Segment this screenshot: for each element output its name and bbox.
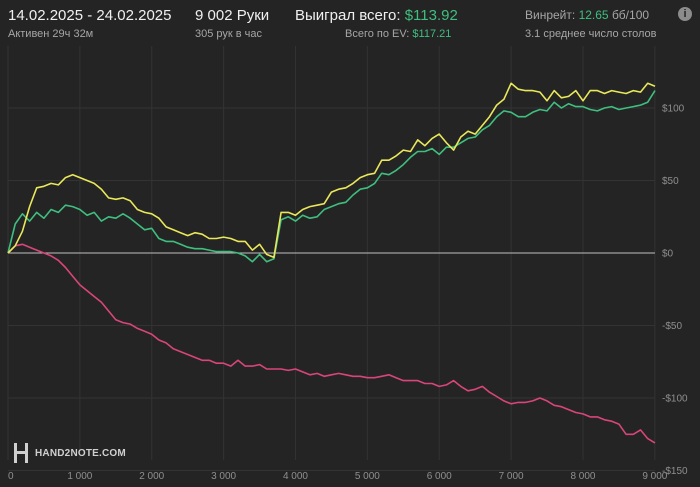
winrate-value: 12.65 [578, 8, 609, 22]
won-value: $113.92 [404, 7, 458, 24]
hand2note-logo: HAND2NOTE.COM [14, 442, 126, 464]
y-tick-label: -$100 [662, 394, 688, 405]
ev-total: Всего по EV: $117.21 [345, 28, 451, 40]
x-tick-label: 9 000 [642, 471, 667, 482]
x-tick-label: 8 000 [570, 471, 595, 482]
logo-text: HAND2NOTE.COM [35, 447, 126, 459]
x-tick-label: 2 000 [139, 471, 164, 482]
series-line-won [7, 90, 656, 263]
y-tick-label: $100 [662, 104, 685, 115]
y-tick-label: -$150 [662, 466, 688, 477]
avg-tables: 3.1 среднее число столов [525, 28, 657, 40]
ev-label: Всего по EV: [345, 28, 410, 40]
logo-icon [14, 443, 30, 463]
y-tick-label: -$50 [662, 321, 682, 332]
x-tick-label: 0 [8, 471, 14, 482]
x-tick-label: 4 000 [283, 471, 308, 482]
y-tick-label: $50 [662, 176, 679, 187]
info-icon[interactable]: i [678, 7, 692, 21]
winrate: Винрейт: 12.65 бб/100 [525, 8, 649, 22]
x-axis-ticks: 0 1 000 2 000 3 000 4 000 5 000 6 000 7 000 8 00… [8, 471, 668, 482]
x-tick-label: 5 000 [355, 471, 380, 482]
series-lines [7, 82, 656, 444]
series-line-ev [7, 82, 656, 259]
winrate-label: Винрейт: [525, 8, 576, 22]
y-axis-ticks: $100 $50 $0 -$50 -$100 -$150 [662, 104, 688, 478]
summary-header: 14.02.2025 - 24.02.2025 Активен 29ч 32м … [0, 0, 700, 46]
x-tick-label: 3 000 [211, 471, 236, 482]
date-range: 14.02.2025 - 24.02.2025 [8, 7, 172, 24]
active-time: Активен 29ч 32м [8, 28, 94, 40]
series-line-showdown [7, 243, 656, 444]
x-tick-label: 7 000 [499, 471, 524, 482]
hands-count: 9 002 Руки [195, 7, 270, 24]
hands-per-hour: 305 рук в час [195, 28, 263, 40]
y-tick-label: $0 [662, 249, 674, 260]
x-tick-label: 1 000 [67, 471, 92, 482]
won-label: Выиграл всего: [295, 7, 401, 24]
ev-value: $117.21 [412, 28, 452, 40]
winrate-unit: бб/100 [611, 8, 650, 22]
won-total: Выиграл всего: $113.92 [295, 7, 458, 24]
x-tick-label: 6 000 [427, 471, 452, 482]
